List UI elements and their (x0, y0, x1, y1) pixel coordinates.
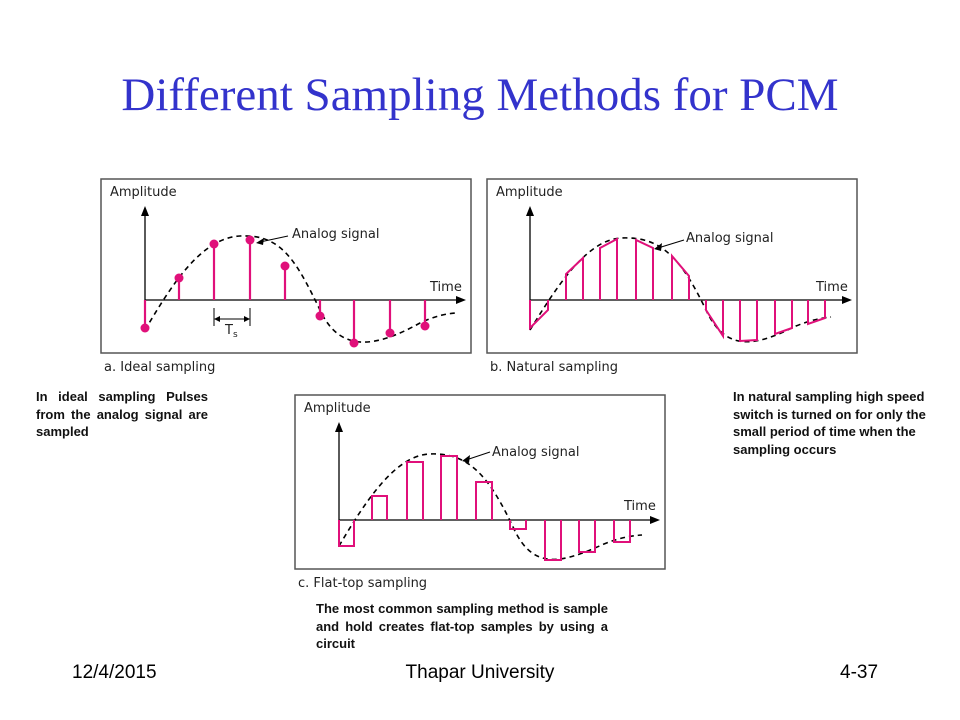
sample-dot (420, 321, 430, 331)
time-label: Time (815, 280, 848, 295)
sample-pulse (807, 300, 826, 326)
analog-signal-curve (529, 237, 832, 343)
label-leader (465, 451, 491, 461)
amplitude-label: Amplitude (304, 401, 371, 416)
time-label: Time (623, 499, 656, 514)
x-axis-arrow (456, 296, 466, 304)
panel-frame (100, 178, 472, 354)
sample-pulse (671, 253, 690, 300)
natural-sampling-note: In natural sampling high speed switch is… (733, 389, 926, 457)
sample-pulse (406, 461, 424, 520)
ideal-sampling-figure: Amplitude Time Analog signal Ts a. Ideal… (100, 178, 472, 375)
label-arrowhead (462, 455, 470, 463)
sample-dot (349, 338, 359, 348)
sample-pulse (635, 238, 654, 300)
y-axis-arrow (526, 206, 534, 216)
footer-slide-number: 4-37 (840, 662, 879, 683)
ts-arrow-left (214, 316, 220, 322)
sample-pulse (565, 255, 584, 300)
sample-pulse (599, 237, 618, 300)
sample-pulse (613, 520, 631, 543)
x-axis-arrow (650, 516, 660, 524)
y-axis-arrow (335, 422, 343, 432)
sample-pulse (578, 520, 596, 553)
sample-pulse (774, 300, 793, 336)
slide-title: Different Sampling Methods for PCM (121, 69, 839, 121)
sample-pulse (544, 520, 562, 561)
label-arrowhead (256, 238, 264, 245)
ts-arrow-right (244, 316, 250, 322)
sample-pulse (371, 495, 388, 520)
time-label: Time (429, 280, 462, 295)
label-leader (657, 239, 685, 249)
natural-samples (529, 237, 826, 343)
sample-dot (245, 235, 255, 245)
flattop-samples (338, 455, 631, 561)
label-leader (259, 235, 289, 243)
analog-signal-label: Analog signal (292, 227, 380, 242)
y-axis-arrow (141, 206, 149, 216)
sample-pulse (440, 455, 458, 520)
panel-frame (486, 178, 858, 354)
analog-signal-label: Analog signal (492, 445, 580, 460)
amplitude-label: Amplitude (496, 185, 563, 200)
sample-dot (280, 261, 290, 271)
amplitude-label: Amplitude (110, 185, 177, 200)
footer-date: 12/4/2015 (72, 662, 157, 683)
analog-signal-curve (338, 453, 643, 561)
flattop-sampling-figure: Amplitude Time Analog signal c. Flat-top… (294, 394, 666, 591)
flattop-sampling-note: The most common sampling method is sampl… (316, 601, 608, 651)
natural-sampling-figure: Amplitude Time Analog signal b. Natural … (486, 178, 858, 375)
analog-signal-label: Analog signal (686, 231, 774, 246)
sample-pulse (739, 300, 758, 343)
sample-pulse (705, 300, 724, 340)
analog-signal-curve (144, 235, 456, 343)
sample-dot (315, 311, 325, 321)
label-arrowhead (654, 243, 662, 251)
panel-caption: c. Flat-top sampling (298, 576, 427, 591)
sample-dot (174, 273, 184, 283)
panel-frame (294, 394, 666, 570)
panel-caption: a. Ideal sampling (104, 360, 215, 375)
ts-label: Ts (224, 323, 238, 340)
footer-institution: Thapar University (405, 662, 555, 683)
sample-dot (140, 323, 150, 333)
sample-dots (140, 235, 430, 348)
sample-pulse (509, 520, 527, 530)
ideal-sampling-note: In ideal sampling Pulses from the analog… (36, 389, 208, 439)
sample-dot (209, 239, 219, 249)
sample-dot (385, 328, 395, 338)
sample-pulse (475, 481, 493, 520)
panel-caption: b. Natural sampling (490, 360, 618, 375)
sample-pulse (338, 520, 355, 547)
x-axis-arrow (842, 296, 852, 304)
sample-pulses (143, 240, 427, 343)
sample-pulse (529, 300, 549, 331)
